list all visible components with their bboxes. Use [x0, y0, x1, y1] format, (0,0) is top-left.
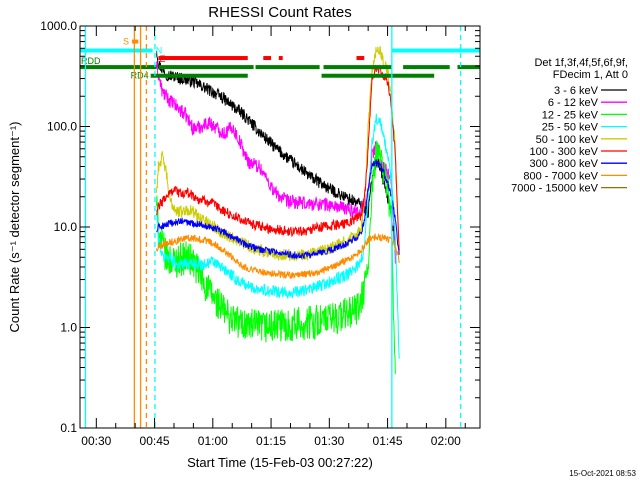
legend-entry-label: 50 - 100 keV: [536, 134, 599, 146]
y-tick-label: 0.1: [60, 421, 77, 435]
flag-bar-rdd: [80, 65, 157, 70]
legend-entry-label: 3 - 6 keV: [554, 85, 599, 97]
x-axis-label: Start Time (15-Feb-03 00:27:22): [187, 455, 373, 470]
flag-label-n: N: [156, 46, 163, 56]
flag-bar-e: [278, 56, 283, 61]
series-line-12-25-keV: [156, 140, 396, 375]
legend: Det 1f,3f,4f,5f,6f,9f, FDecim 1, Att 0 3…: [511, 57, 628, 195]
flag-bar-e: [158, 56, 248, 61]
flag-bar-rdd: [457, 65, 480, 70]
flag-bar-rdd: [158, 65, 254, 70]
flag-bar-rd4: [150, 73, 248, 78]
flag-bar-e: [356, 56, 365, 61]
footer-timestamp: 15-Oct-2021 08:53: [569, 469, 636, 478]
flag-bar-n: [80, 48, 153, 53]
axes-layer: 0.1 1.0 10.0 100.0 1000.0 00:30 00:45 01:00 01:1…: [40, 19, 480, 448]
series-line-6-12-keV: [156, 61, 396, 264]
flag-label-rdd: RDD: [81, 56, 101, 66]
y-tick-label: 100.0: [47, 120, 77, 134]
y-tick-label: 1000.0: [40, 19, 77, 33]
series-line-3-6-keV: [156, 50, 396, 254]
x-tick-label: 02:00: [431, 434, 461, 448]
series-line-800-7000-keV: [156, 233, 400, 280]
legend-entry-label: 6 - 12 keV: [548, 97, 599, 109]
x-tick-label: 01:15: [256, 434, 286, 448]
legend-entry-label: 300 - 800 keV: [530, 158, 599, 170]
flag-bar-rdd: [255, 65, 320, 70]
series-line-300-800-keV: [156, 159, 400, 260]
series-line-100-300-keV: [156, 64, 400, 251]
flag-bar-n: [391, 48, 480, 53]
series-line-50-100-keV: [156, 46, 400, 262]
x-tick-label: 01:00: [198, 434, 228, 448]
x-tick-label: 00:30: [81, 434, 111, 448]
flag-label-e: E: [159, 54, 165, 64]
flag-bar-s: [132, 39, 139, 44]
chart-title: RHESSI Count Rates: [208, 4, 351, 21]
series-line-25-50-keV: [156, 113, 400, 359]
flag-bar-rd4: [321, 73, 435, 78]
legend-entry-label: 100 - 300 keV: [530, 146, 599, 158]
legend-entry-label: 7000 - 15000 keV: [511, 183, 599, 195]
y-tick-label: 1.0: [60, 321, 77, 335]
x-tick-label: 01:30: [314, 434, 344, 448]
legend-entry-label: 800 - 7000 keV: [523, 170, 598, 182]
x-tick-label: 01:45: [373, 434, 403, 448]
flag-label-s: S: [123, 37, 129, 47]
flag-bar-e: [263, 56, 272, 61]
legend-entry-label: 25 - 50 keV: [542, 122, 599, 134]
flag-bar-rdd: [323, 65, 392, 70]
legend-header-line-2: FDecim 1, Att 0: [553, 69, 628, 81]
flag-label-rd4: RD4: [131, 71, 149, 81]
series-layer: [156, 46, 400, 375]
flag-bar-rdd: [403, 65, 450, 70]
legend-header-line-1: Det 1f,3f,4f,5f,6f,9f,: [534, 57, 628, 69]
vlines-layer: [84, 26, 462, 428]
y-tick-label: 10.0: [54, 220, 78, 234]
y-axis-label: Count Rate (s⁻¹ detector segment⁻¹): [7, 122, 22, 333]
legend-entry-label: 12 - 25 keV: [542, 109, 599, 121]
flags-layer: S NE RDD RD4: [80, 37, 480, 81]
x-tick-label: 00:45: [140, 434, 170, 448]
